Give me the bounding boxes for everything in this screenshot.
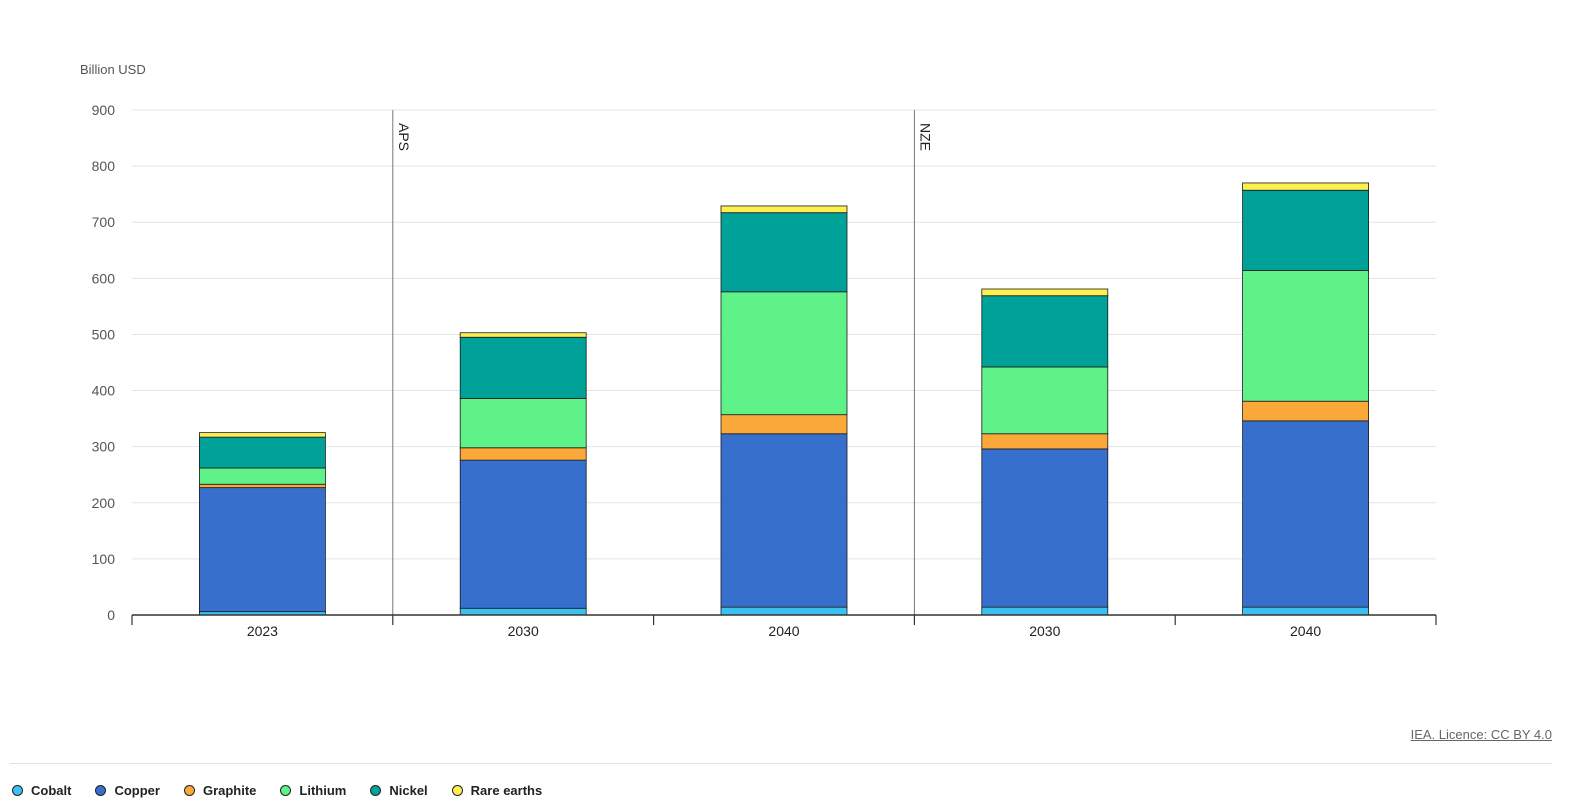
bar-segment-nickel [981,295,1109,368]
legend-item-lithium[interactable]: Lithium [280,783,346,798]
bar-segment-cobalt [720,606,848,616]
y-axis-unit-label: Billion USD [80,62,146,77]
legend-item-graphite[interactable]: Graphite [183,783,257,798]
legend-swatch [451,785,463,796]
footer-divider [10,763,1552,764]
legend-item-cobalt[interactable]: Cobalt [12,783,71,798]
bar-segment-rare-earths [459,332,587,338]
bar-segment-copper [198,487,326,613]
y-tick-label: 200 [92,495,116,511]
x-tick-label: 2040 [1290,623,1321,639]
legend-item-copper[interactable]: Copper [95,783,160,798]
legend-swatch [12,785,23,796]
bar-segment-cobalt [981,606,1109,616]
bar-segment-rare-earths [720,205,848,214]
bar-segment-graphite [1242,400,1369,422]
x-tick-label: 2023 [247,623,278,639]
bar-segment-graphite [720,414,848,435]
legend-swatch [280,785,292,796]
bar-segment-copper [720,433,848,608]
bar-segment-rare-earths [981,288,1109,297]
bar-segment-nickel [720,212,848,293]
scenario-label: APS [396,123,412,151]
legend-swatch [95,785,107,796]
y-tick-label: 100 [92,551,116,567]
y-tick-label: 800 [92,158,116,174]
y-tick-label: 700 [92,214,116,230]
bar-segment-lithium [981,366,1109,435]
bar-segment-cobalt [459,607,587,616]
y-tick-label: 400 [92,383,116,399]
x-axis: 2023 2030 2040 2030 2040 [131,614,1437,639]
bar-segment-cobalt [1242,606,1369,616]
y-tick-label: 300 [92,439,116,455]
legend-swatch [370,785,382,796]
bar-segment-nickel [198,436,326,469]
scenario-label: NZE [917,123,933,151]
x-tick-label: 2030 [508,623,539,639]
y-tick-label: 600 [92,270,116,286]
legend-label: Graphite [202,783,257,798]
y-tick-label: 0 [107,607,115,623]
bar-segment-copper [459,459,587,609]
x-tick-label: 2040 [768,623,799,639]
bar-segment-graphite [198,483,326,489]
bar-segment-copper [981,448,1109,608]
y-tick-label: 900 [92,102,116,118]
legend-label: Nickel [389,783,428,798]
y-axis-ticks: 0 100 200 300 400 500 600 700 800 900 [92,102,116,623]
legend-label: Cobalt [31,783,72,798]
legend-label: Rare earths [470,783,543,798]
legend-label: Copper [114,783,160,798]
legend-item-nickel[interactable]: Nickel [370,783,428,798]
bar-segment-graphite [459,447,587,461]
legend: Cobalt Copper Graphite Lithium Nickel Rare ea… [12,783,542,798]
scenario-dividers: APS NZE [392,110,933,615]
legend-label: Lithium [299,783,347,798]
bar-segment-rare-earths [198,432,326,438]
licence-link[interactable]: IEA. Licence: CC BY 4.0 [1410,727,1552,742]
bar-segment-lithium [198,467,326,485]
legend-item-rare-earths[interactable]: Rare earths [451,783,543,798]
bar-segment-nickel [459,336,587,399]
bar-segment-rare-earths [1242,182,1369,191]
bar-segment-lithium [1242,270,1369,402]
bar-segment-copper [1242,420,1369,608]
bar-segment-nickel [1242,189,1369,271]
legend-swatch [183,785,195,796]
x-tick-label: 2030 [1029,623,1060,639]
bar-segment-lithium [459,398,587,449]
bars [198,182,1369,616]
bar-segment-graphite [981,433,1109,450]
y-tick-label: 500 [92,326,116,342]
bar-segment-lithium [720,291,848,416]
